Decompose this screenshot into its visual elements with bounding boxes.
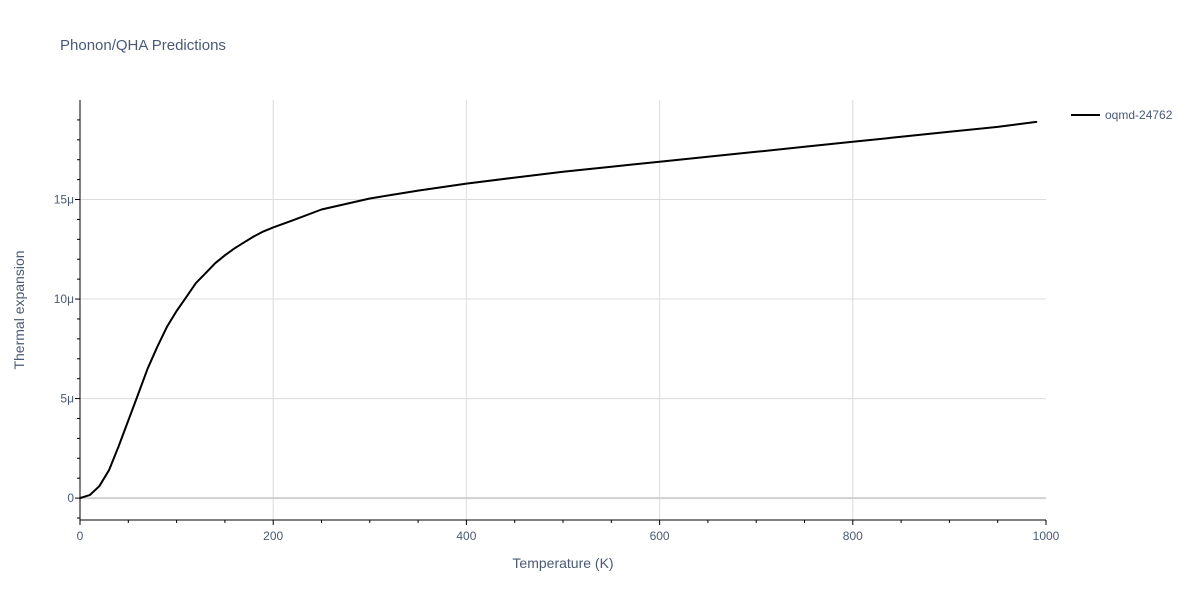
x-tick-label: 200 (263, 529, 283, 543)
x-tick-label: 800 (843, 529, 863, 543)
series-layer (79, 120, 1038, 500)
axes (75, 100, 1047, 525)
y-tick-label: 15μ (54, 193, 74, 207)
y-tick-label: 10μ (54, 292, 74, 306)
x-tick-label: 1000 (1033, 529, 1060, 543)
grid (80, 100, 1046, 520)
x-tick-label: 600 (650, 529, 670, 543)
chart-title: Phonon/QHA Predictions (60, 37, 226, 54)
legend: oqmd-24762 (1071, 108, 1173, 122)
x-tick-label: 400 (456, 529, 476, 543)
tick-labels: 0 200 400 600 800 1000 0 5μ 10μ 15μ (54, 193, 1060, 543)
y-tick-label: 5μ (60, 392, 74, 406)
legend-label: oqmd-24762 (1105, 108, 1173, 122)
series-line (79, 120, 1038, 500)
y-tick-label: 0 (67, 491, 74, 505)
y-axis-title: Thermal expansion (11, 250, 27, 369)
x-axis-title: Temperature (K) (512, 555, 613, 571)
x-tick-label: 0 (77, 529, 84, 543)
